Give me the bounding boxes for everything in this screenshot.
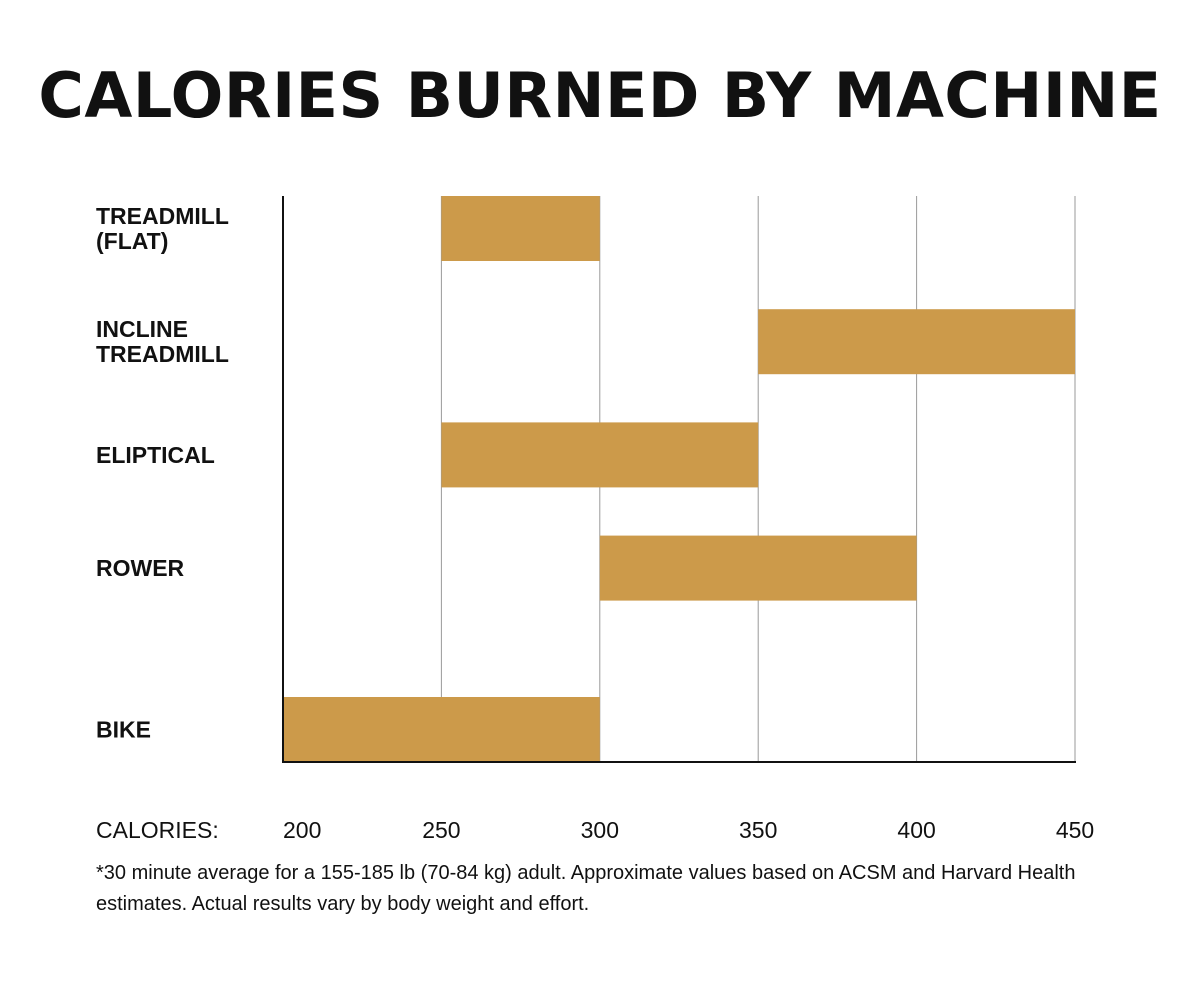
category-label: TREADMILL (FLAT) <box>96 203 229 254</box>
footnote: *30 minute average for a 155-185 lb (70-… <box>96 862 1076 915</box>
category-label: INCLINE TREADMILL <box>96 316 229 367</box>
chart-title: CALORIES BURNED BY MACHINE <box>38 59 1162 132</box>
x-tick-label-200: 200 <box>283 817 321 843</box>
x-tick-label-450: 450 <box>1056 817 1094 843</box>
bar-treadmill-flat <box>441 196 600 261</box>
x-tick-label-350: 350 <box>739 817 777 843</box>
category-label: ELIPTICAL <box>96 442 215 468</box>
category-labels: TREADMILL (FLAT) INCLINE TREADMILL ELIPTICAL… <box>96 203 229 743</box>
x-axis-label: CALORIES: <box>96 817 219 843</box>
axes <box>282 196 1076 763</box>
x-tick-label-300: 300 <box>581 817 619 843</box>
x-tick-label-250: 250 <box>422 817 460 843</box>
tick-labels: CALORIES: 200 250 300 350 400 450 <box>96 817 1094 843</box>
bar-bike <box>283 697 600 762</box>
bars <box>283 196 1075 762</box>
bar-incline-treadmill <box>758 309 1075 375</box>
category-label: ROWER <box>96 555 185 581</box>
x-tick-label-400: 400 <box>897 817 935 843</box>
bar-rower <box>599 535 917 601</box>
category-label: BIKE <box>96 717 151 743</box>
bar-eliptical <box>441 422 759 488</box>
